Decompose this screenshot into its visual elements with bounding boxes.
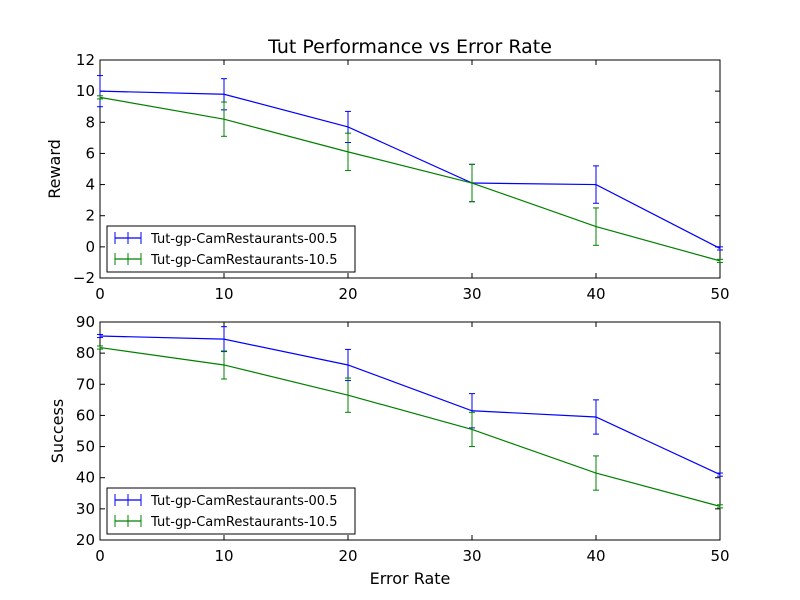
y-tick-label: 2 (85, 207, 95, 225)
legend-box (106, 225, 356, 273)
y-tick-label: 90 (76, 313, 95, 331)
y-tick-label: 20 (76, 531, 95, 549)
legend-box (106, 487, 356, 535)
y-tick-label: 8 (85, 113, 95, 131)
x-tick-label: 50 (710, 285, 729, 303)
reward-legend: Tut-gp-CamRestaurants-00.5 Tut-gp-CamRest… (106, 225, 356, 273)
y-tick-label: 60 (76, 406, 95, 424)
series-line (99, 346, 721, 507)
y-tick-label: 50 (76, 438, 95, 456)
y-tick-label: 30 (76, 500, 95, 518)
x-tick-label: 40 (586, 285, 605, 303)
legend-label: Tut-gp-CamRestaurants-10.5 (150, 253, 337, 268)
series-line (99, 90, 721, 249)
x-tick-label: 30 (462, 285, 481, 303)
x-tick-label: 50 (710, 547, 729, 565)
success-legend: Tut-gp-CamRestaurants-00.5 Tut-gp-CamRest… (106, 487, 356, 535)
y-tick-label: 0 (85, 238, 95, 256)
legend-label: Tut-gp-CamRestaurants-00.5 (150, 494, 337, 509)
x-tick-label: 0 (95, 285, 105, 303)
success-series-0 (97, 326, 723, 477)
x-tick-label: 0 (95, 547, 105, 565)
success-panel: 0 10 20 30 40 50 20 30 40 50 60 70 80 90 Success Error … (48, 313, 730, 588)
y-tick-label: 40 (76, 469, 95, 487)
x-tick-label: 40 (586, 547, 605, 565)
y-tick-label: −2 (73, 269, 95, 287)
y-tick-label: 10 (76, 82, 95, 100)
y-tick-label: 80 (76, 344, 95, 362)
reward-y-axis-label: Reward (45, 139, 64, 199)
series-line (99, 96, 721, 262)
y-tick-label: 6 (85, 144, 95, 162)
x-tick-label: 20 (338, 547, 357, 565)
legend-label: Tut-gp-CamRestaurants-00.5 (150, 232, 337, 247)
x-tick-label: 30 (462, 547, 481, 565)
x-tick-label: 10 (214, 285, 233, 303)
x-tick-label: 20 (338, 285, 357, 303)
series-line (99, 335, 721, 476)
y-tick-label: 12 (76, 51, 95, 69)
success-series-1 (97, 345, 723, 509)
y-tick-label: 70 (76, 375, 95, 393)
x-tick-label: 10 (214, 547, 233, 565)
chart-title: Tut Performance vs Error Rate (267, 36, 552, 58)
success-y-axis-label: Success (48, 399, 67, 463)
reward-series-1 (97, 95, 723, 263)
reward-panel: 0 10 20 30 40 50−2024681012RewardTut-gp-CamRe… (45, 51, 730, 303)
x-axis-label: Error Rate (370, 569, 451, 588)
y-tick-label: 4 (85, 176, 95, 194)
legend-label: Tut-gp-CamRestaurants-10.5 (150, 515, 337, 530)
